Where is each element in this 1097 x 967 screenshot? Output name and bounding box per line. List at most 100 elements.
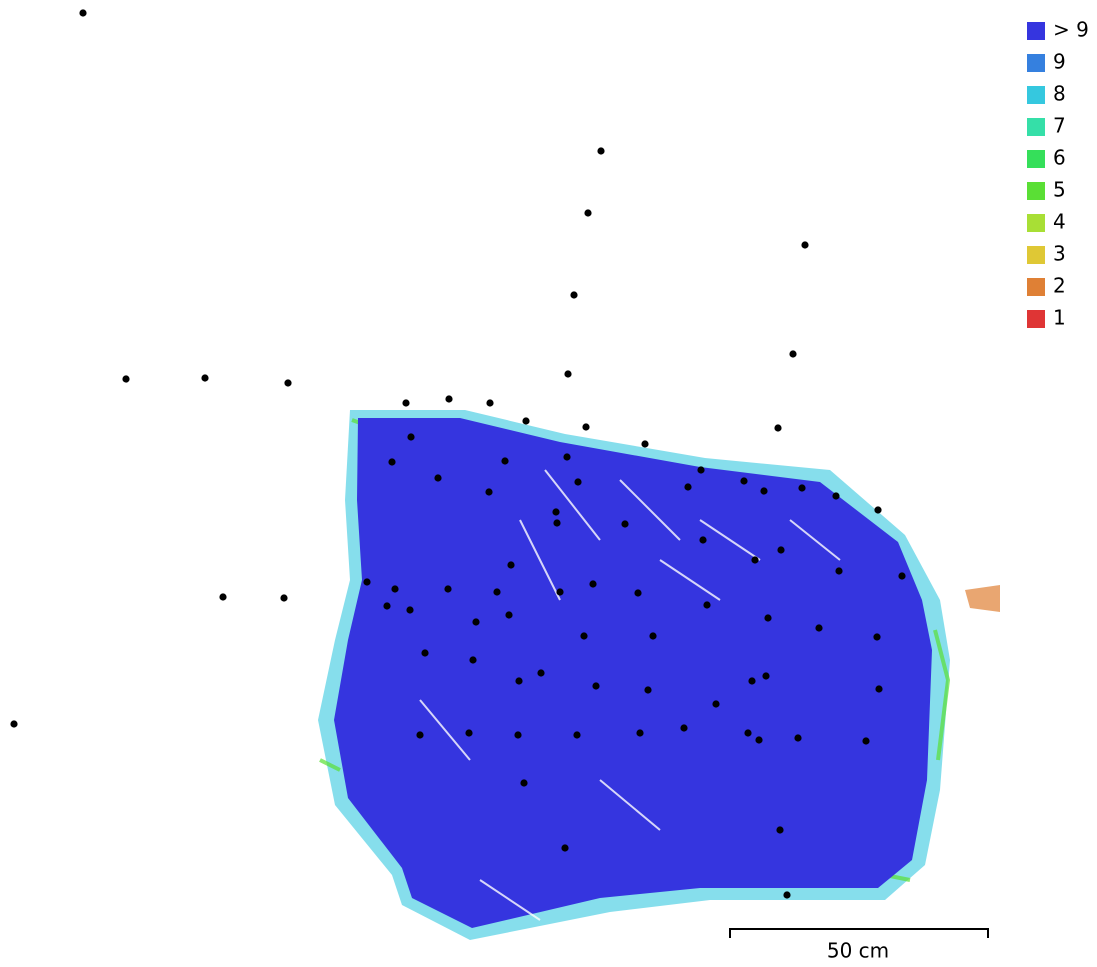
legend-label: 6 xyxy=(1053,146,1066,170)
camera xyxy=(584,209,592,217)
legend-label: 4 xyxy=(1053,210,1066,234)
legend-label: 8 xyxy=(1053,82,1066,106)
camera xyxy=(515,677,523,685)
camera xyxy=(783,891,791,899)
camera xyxy=(592,682,600,690)
camera xyxy=(597,147,605,155)
legend-swatch xyxy=(1027,54,1045,72)
legend-label: 1 xyxy=(1053,306,1066,330)
camera xyxy=(712,700,720,708)
camera xyxy=(564,370,572,378)
cloud-streaks xyxy=(419,469,841,921)
camera xyxy=(280,594,288,602)
camera xyxy=(407,433,415,441)
legend-label: 5 xyxy=(1053,178,1066,202)
camera xyxy=(493,588,501,596)
camera xyxy=(874,506,882,514)
camera xyxy=(589,580,597,588)
camera xyxy=(649,632,657,640)
camera xyxy=(472,618,480,626)
camera xyxy=(744,729,752,737)
cloud-edge-green xyxy=(319,418,951,882)
camera xyxy=(122,375,130,383)
legend-swatch xyxy=(1027,310,1045,328)
camera xyxy=(406,606,414,614)
camera xyxy=(835,567,843,575)
camera xyxy=(570,291,578,299)
camera xyxy=(776,826,784,834)
camera xyxy=(641,440,649,448)
camera xyxy=(815,624,823,632)
legend-swatch xyxy=(1027,246,1045,264)
camera xyxy=(391,585,399,593)
camera xyxy=(201,374,209,382)
camera xyxy=(801,241,809,249)
camera xyxy=(388,458,396,466)
camera xyxy=(514,731,522,739)
camera xyxy=(862,737,870,745)
camera xyxy=(794,734,802,742)
camera xyxy=(774,424,782,432)
camera xyxy=(573,731,581,739)
camera xyxy=(507,561,515,569)
camera xyxy=(697,466,705,474)
camera xyxy=(832,492,840,500)
camera xyxy=(469,656,477,664)
camera xyxy=(582,423,590,431)
scale-bar-line xyxy=(729,928,989,938)
camera xyxy=(416,731,424,739)
camera xyxy=(520,779,528,787)
camera xyxy=(363,578,371,586)
camera xyxy=(740,477,748,485)
camera xyxy=(755,736,763,744)
camera xyxy=(561,844,569,852)
camera xyxy=(563,453,571,461)
camera xyxy=(680,724,688,732)
camera xyxy=(699,536,707,544)
camera xyxy=(402,399,410,407)
legend-swatch xyxy=(1027,118,1045,136)
camera xyxy=(485,488,493,496)
legend-swatch xyxy=(1027,182,1045,200)
cloud-core xyxy=(334,418,932,928)
camera xyxy=(789,350,797,358)
camera xyxy=(284,379,292,387)
camera xyxy=(444,585,452,593)
camera xyxy=(898,572,906,580)
camera xyxy=(465,729,473,737)
camera xyxy=(798,484,806,492)
camera xyxy=(703,601,711,609)
camera xyxy=(383,602,391,610)
legend-label: 3 xyxy=(1053,242,1066,266)
camera xyxy=(777,546,785,554)
camera xyxy=(748,677,756,685)
legend-swatch xyxy=(1027,150,1045,168)
legend: > 9 9 8 7 6 5 4 3 2 1 xyxy=(1027,18,1089,330)
scale-bar: 50 cm xyxy=(729,928,989,963)
scale-bar-label: 50 cm xyxy=(827,939,889,963)
camera xyxy=(574,478,582,486)
camera xyxy=(636,729,644,737)
legend-label: > 9 xyxy=(1053,18,1089,42)
camera-positions xyxy=(10,9,906,899)
legend-swatch xyxy=(1027,22,1045,40)
camera xyxy=(684,483,692,491)
legend-label: 9 xyxy=(1053,50,1066,74)
camera xyxy=(219,593,227,601)
camera xyxy=(760,487,768,495)
camera xyxy=(486,399,494,407)
camera xyxy=(79,9,87,17)
camera xyxy=(762,672,770,680)
cloud-edge-orange xyxy=(965,585,1000,612)
camera xyxy=(580,632,588,640)
camera xyxy=(751,556,759,564)
camera xyxy=(522,417,530,425)
camera xyxy=(621,520,629,528)
camera xyxy=(445,395,453,403)
camera xyxy=(421,649,429,657)
camera xyxy=(644,686,652,694)
point-cloud xyxy=(318,410,1000,940)
legend-label: 2 xyxy=(1053,274,1066,298)
camera xyxy=(634,589,642,597)
